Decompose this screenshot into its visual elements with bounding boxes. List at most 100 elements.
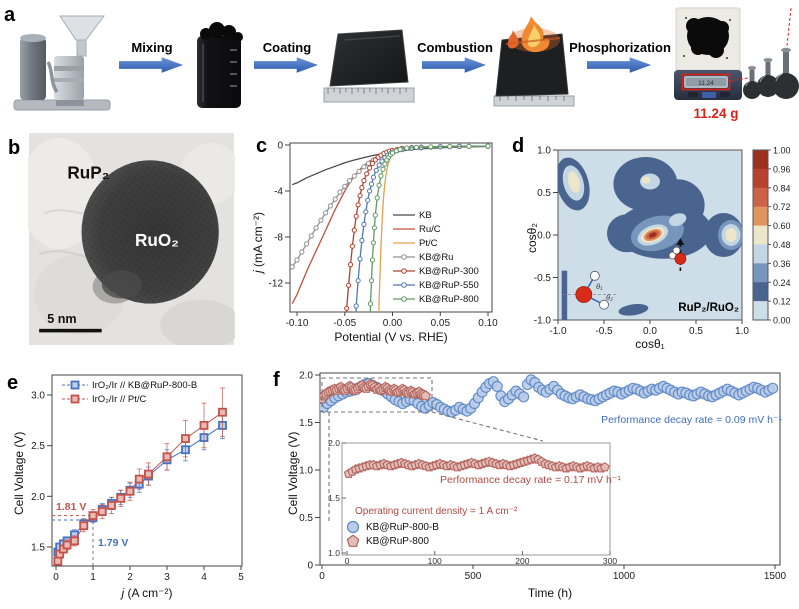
- svg-text:IrO₂/Ir // Pt/C: IrO₂/Ir // Pt/C: [92, 394, 146, 405]
- colorbar-tick: 0.00: [773, 316, 791, 326]
- panel-a-label: a: [4, 4, 16, 26]
- water-molecule-diagram: θ₁ θ₂: [563, 270, 617, 310]
- theta2-label: θ₂: [606, 293, 613, 302]
- tick-label: 1.0: [328, 548, 340, 558]
- f-y-ticks: [315, 374, 320, 566]
- tick-label: 3: [164, 572, 170, 583]
- decay-note-red: Performance decay rate = 0.17 mV h⁻¹: [440, 474, 621, 486]
- svg-text:KB: KB: [419, 210, 432, 221]
- tick-label: 2.5: [31, 441, 45, 452]
- stability-inset: 0 100 200 300 2.0 1.5 1.0: [328, 438, 617, 566]
- tick-label: -0.5: [534, 273, 552, 284]
- e-x-ticks: [55, 566, 242, 570]
- tick-label: 2.0: [299, 371, 313, 382]
- tick-label: 1.0: [537, 146, 551, 157]
- inner-phase-label: RuO₂: [135, 230, 179, 250]
- e-legend: IrO₂/Ir // KB@RuP-800-B IrO₂/Ir // Pt/C: [62, 380, 197, 405]
- x-axis-ticks: [296, 312, 489, 316]
- tick-label: 5: [238, 572, 244, 583]
- slurry-beaker-photo: [197, 22, 243, 108]
- d-x-axis-ticks: [557, 320, 743, 324]
- tick-label: 0.5: [689, 326, 703, 337]
- colorbar-tick: 0.96: [773, 164, 791, 174]
- polarization-series: [53, 387, 227, 566]
- panel-f: f: [273, 360, 799, 609]
- pentagon-marker-icon: [346, 534, 360, 547]
- tick-label: 0.10: [478, 318, 498, 329]
- step-coating: Coating: [250, 40, 324, 79]
- tick-label: 1000: [613, 571, 636, 582]
- tick-label: 0.00: [383, 318, 403, 329]
- colorbar-tick: 0.72: [773, 202, 791, 212]
- arrow-right-icon: [587, 57, 652, 73]
- legend-label: KB@RuP-800: [366, 535, 429, 547]
- d-y-axis-title: cosθ₂: [525, 222, 539, 253]
- colorbar-tick: 0.24: [773, 278, 791, 288]
- f-x-axis-title: Time (h): [527, 586, 573, 600]
- tick-label: 0.5: [537, 188, 551, 199]
- tick-label: -1.0: [534, 316, 552, 327]
- system-annotation: RuP₂/RuO₂: [678, 302, 739, 314]
- f-x-ticks: [321, 565, 776, 569]
- tick-label: 0.0: [537, 231, 551, 242]
- lsv-chart: -0.10 -0.05 0.00 0.05 0.10 0 -4 -8 -12 K…: [269, 141, 499, 330]
- inset-series: [343, 453, 610, 479]
- tick-label: -1.0: [549, 326, 567, 337]
- colorbar-tick: 0.48: [773, 240, 791, 250]
- tick-label: 2.0: [328, 438, 340, 448]
- tem-image: RuP₂ RuO₂ 5 nm: [28, 133, 235, 345]
- panel-d: d: [503, 130, 799, 362]
- tick-label: 0: [319, 571, 325, 582]
- inset-ticks: [342, 442, 611, 555]
- panel-a: a Mixing: [0, 0, 799, 130]
- f-y-axis-title: Cell Voltage (V): [286, 431, 300, 515]
- step-combustion-label: Combustion: [417, 40, 493, 55]
- svg-text:KB@RuP-300: KB@RuP-300: [419, 266, 479, 277]
- tick-label: 1500: [764, 571, 787, 582]
- svg-text:Ru/C: Ru/C: [419, 224, 441, 235]
- step-phosphorization: Phosphorization: [568, 40, 672, 79]
- e-y-ticks: [47, 394, 52, 548]
- tick-label: 0: [277, 141, 283, 152]
- combustion-photo: [493, 16, 575, 107]
- decay-note-blue: Performance decay rate = 0.09 mV h⁻¹: [601, 414, 782, 426]
- polarization-chart: IrO₂/Ir // KB@RuP-800-B IrO₂/Ir // Pt/C 0…: [31, 374, 244, 583]
- tick-label: 0.5: [299, 513, 313, 524]
- panel-c-label: c: [256, 135, 268, 157]
- lsv-legend: KB Ru/C Pt/C KB@Ru KB@RuP-300 KB@RuP-550 KB@Ru…: [393, 210, 479, 305]
- legend-item-kbrup800b: KB@RuP-800-B: [346, 520, 439, 534]
- balance-reading: 11.24: [698, 80, 714, 87]
- product-photo-group: 11.24 11.24 g: [664, 4, 799, 128]
- tick-label: -0.05: [333, 318, 356, 329]
- c-y-axis-title: j (mA cm⁻²): [251, 212, 265, 273]
- tick-label: 1.5: [31, 543, 45, 554]
- tick-label: 1.0: [735, 326, 749, 337]
- tick-label: 1: [90, 572, 96, 583]
- coated-plate-photo: [323, 29, 415, 103]
- colorbar-tick: 0.12: [773, 297, 791, 307]
- tick-label: 0.05: [431, 318, 451, 329]
- c-x-axis-title: Potential (V vs. RHE): [334, 330, 448, 344]
- stability-chart: 0 100 200 300 2.0 1.5 1.0 0 500 1000 150…: [299, 371, 787, 583]
- svg-text:KB@Ru: KB@Ru: [419, 252, 453, 263]
- tick-label: 300: [603, 556, 617, 566]
- d-y-axis-ticks: [553, 149, 558, 321]
- tick-label: -8: [274, 233, 283, 244]
- colorbar-tick: 0.84: [773, 183, 791, 193]
- zoom-callout: [321, 377, 544, 523]
- tick-label: 2: [127, 572, 133, 583]
- d-x-axis-title: cosθ₁: [635, 337, 665, 351]
- colorbar-tick: 0.36: [773, 259, 791, 269]
- tick-label: 0: [345, 556, 350, 566]
- tick-label: 2.0: [31, 492, 45, 503]
- e-y-axis-title: Cell Voltage (V): [12, 431, 26, 515]
- panel-c: c -0.10 -0.05 0.00 0.05 0.10 0 -4 -8 -12…: [245, 130, 503, 360]
- tick-label: 0: [307, 561, 313, 572]
- tick-label: 100: [428, 556, 442, 566]
- step-phosphorization-label: Phosphorization: [569, 40, 671, 55]
- circle-marker-icon: [346, 520, 360, 534]
- arrow-right-icon: [119, 57, 184, 73]
- arrow-right-icon: [254, 57, 319, 73]
- panel-e: e IrO₂/Ir // KB@RuP-800-B IrO₂/Ir // Pt/C…: [0, 360, 282, 609]
